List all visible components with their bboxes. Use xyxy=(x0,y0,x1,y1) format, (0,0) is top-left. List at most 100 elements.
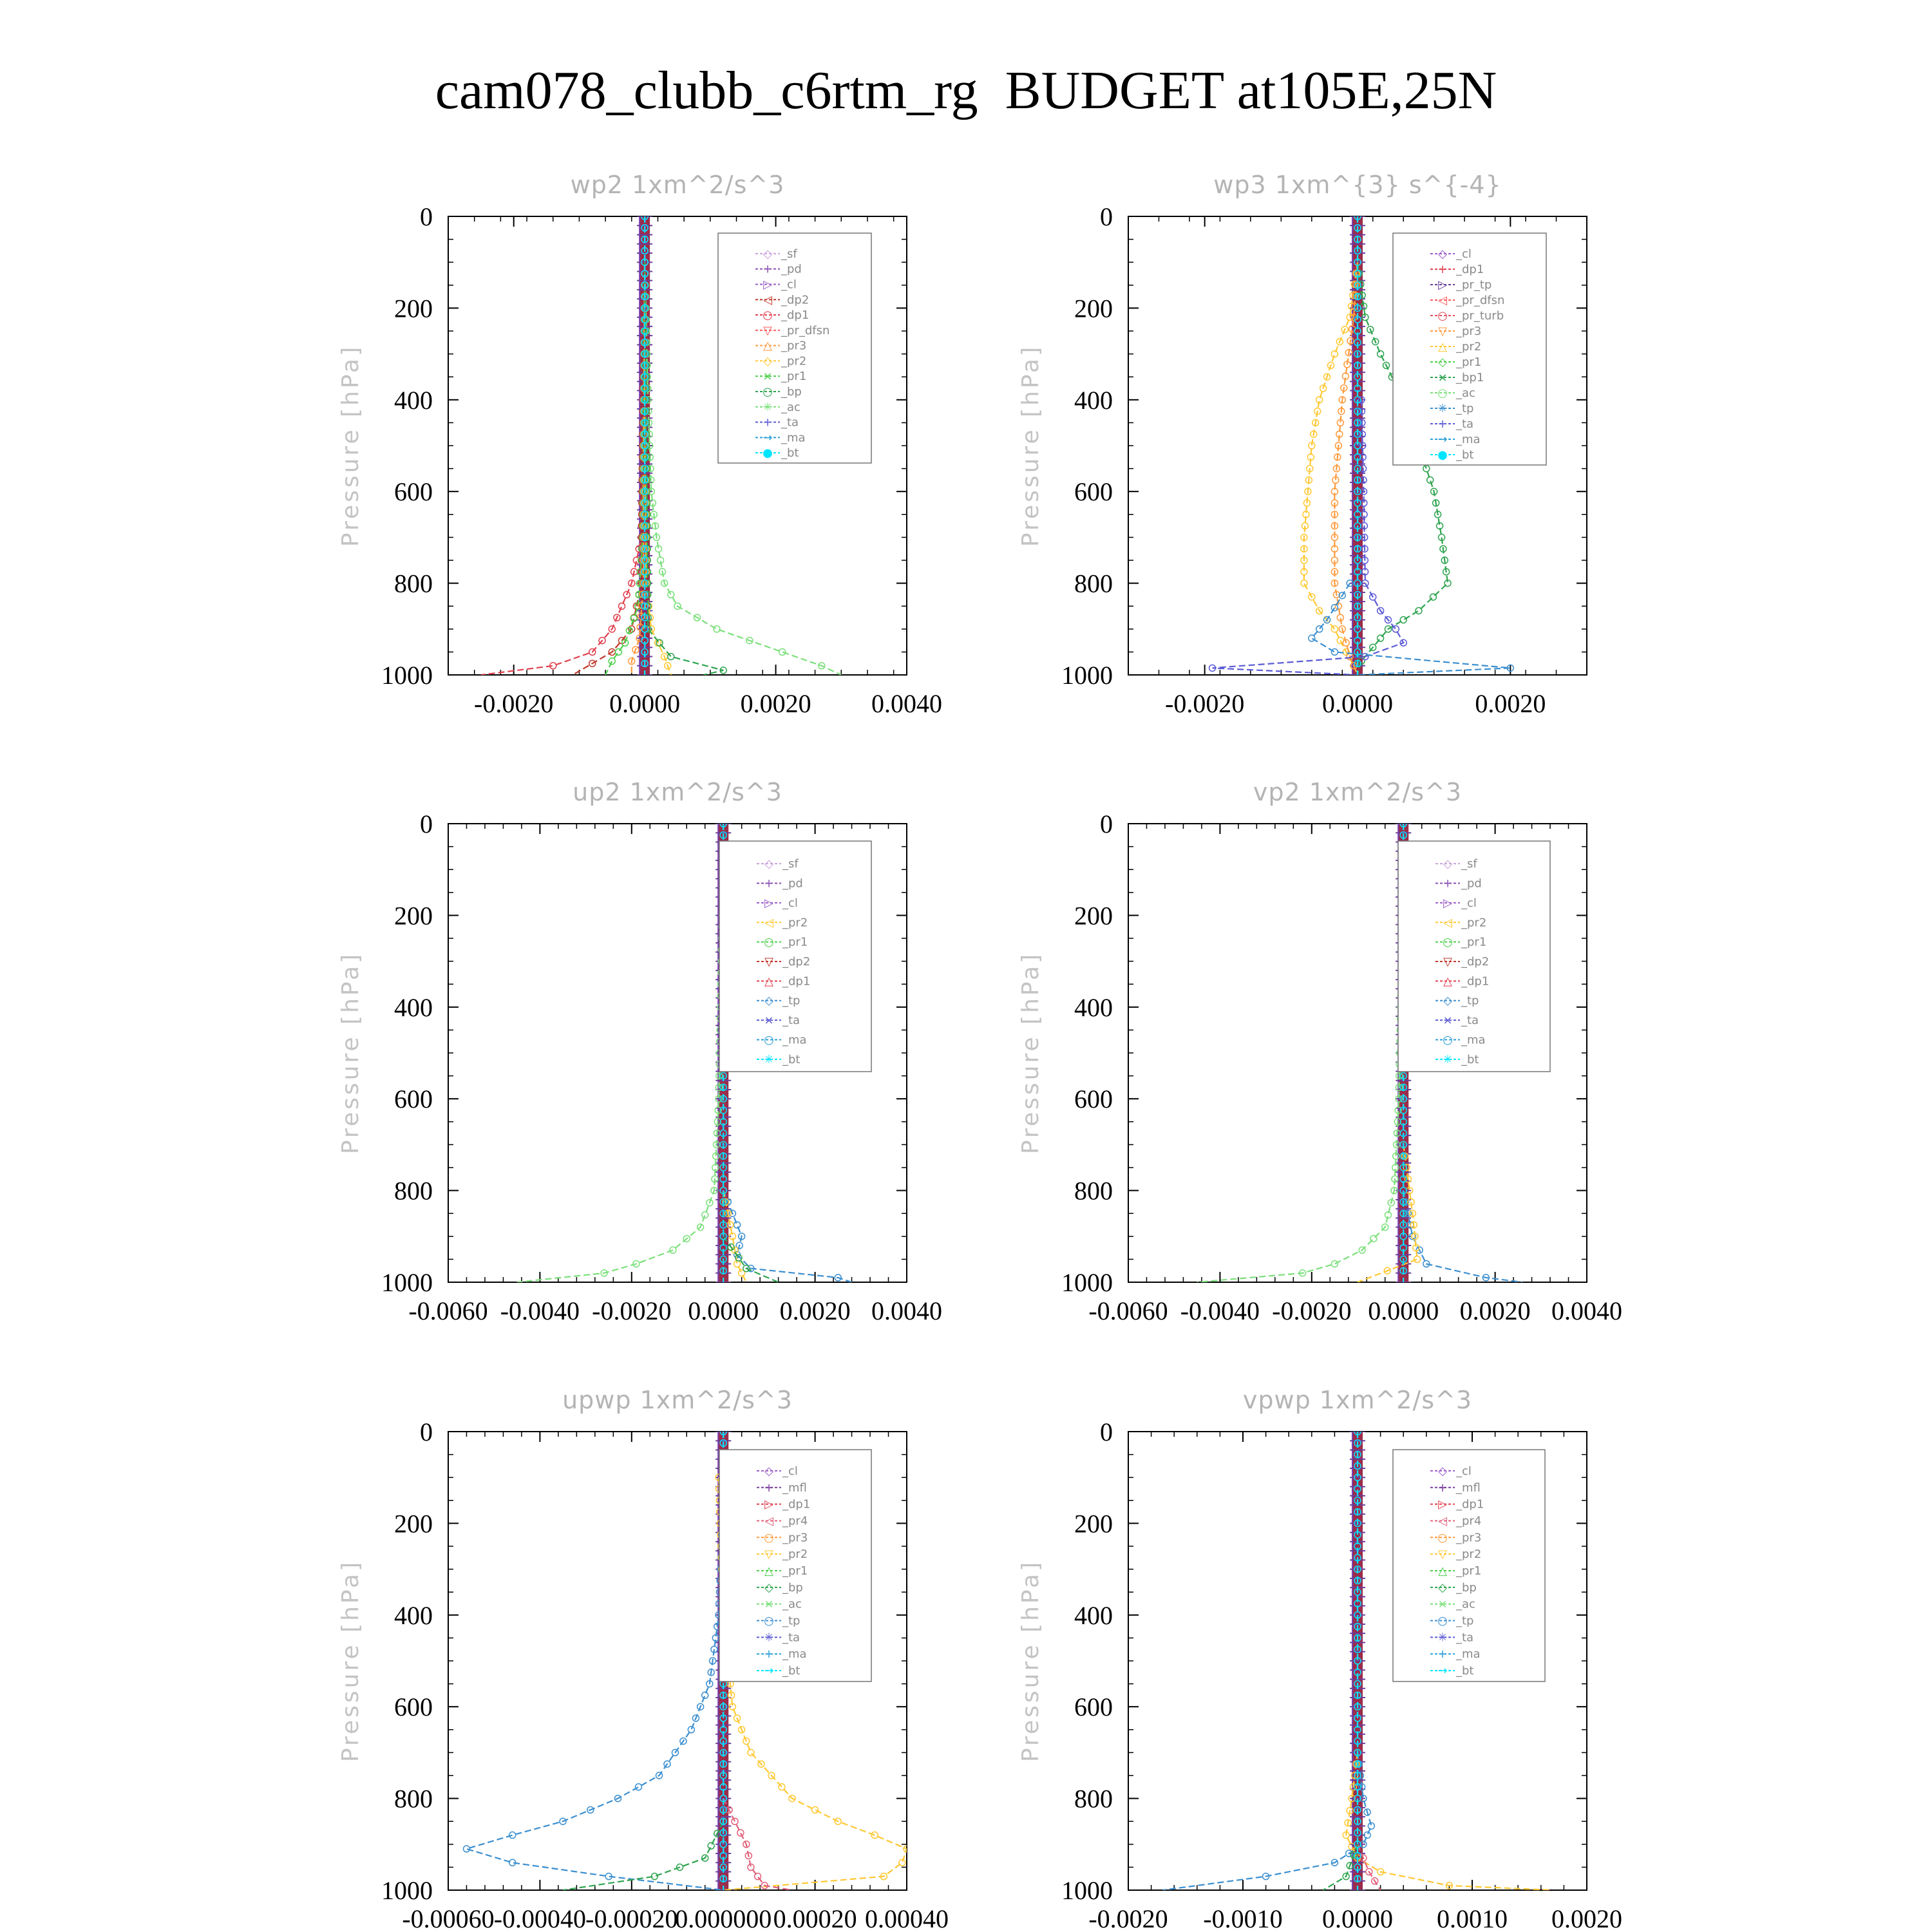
series-point-dp1 xyxy=(706,1198,714,1207)
legend-label-dp1: _dp1 xyxy=(1455,263,1484,276)
y-tick-label: 400 xyxy=(1074,993,1113,1022)
series-point-bt xyxy=(641,476,649,484)
series-point-bp1 xyxy=(1415,607,1423,615)
y-tick-label: 1000 xyxy=(1061,1876,1113,1905)
series-point-ta xyxy=(1358,419,1366,427)
legend-label-pd: _pd xyxy=(1461,877,1482,891)
legend-label-bt: _bt xyxy=(1461,1053,1479,1066)
legend-marker: △ xyxy=(763,339,772,353)
legend-label-ta: _ta xyxy=(1455,417,1473,431)
legend-marker: ○ xyxy=(762,308,773,322)
series-point-dp1 xyxy=(669,1246,677,1254)
legend-label-ta: _ta xyxy=(782,1014,800,1027)
series-point-bt xyxy=(719,1817,727,1825)
series-point-pr1 xyxy=(724,1209,732,1217)
y-axis-label: Pressure [hPa] xyxy=(337,952,364,1154)
series-point-pr1 xyxy=(737,1726,746,1734)
series-point-pr1 xyxy=(1308,442,1316,450)
series-point-tp xyxy=(605,1872,612,1880)
legend-marker: ✳ xyxy=(762,401,772,414)
series-point-dp1 xyxy=(632,556,641,564)
series-point-tp xyxy=(586,1806,594,1814)
legend-marker: ○ xyxy=(1443,936,1453,949)
legend: ◇ _cl + _mfl ▷ _dp1 ◁ _pr4 ○ _pr3 ▽ _pr2 △ _pr1 ◇ _bp × _… xyxy=(1392,1449,1546,1682)
series-point-ta xyxy=(1392,625,1400,633)
series-point-bp xyxy=(1342,1872,1350,1880)
series-point-bt xyxy=(1354,522,1361,530)
series-point-pr1 xyxy=(757,1760,765,1768)
series-point-tp xyxy=(1315,625,1323,633)
series-point-bt xyxy=(1354,476,1361,484)
series-point-ac xyxy=(660,579,668,587)
series-point-pr2 xyxy=(1343,361,1351,368)
series-point-bt xyxy=(1354,659,1361,667)
series-point-bt xyxy=(719,1737,727,1745)
series-point-dp1 xyxy=(618,602,626,610)
series-point-pr2 xyxy=(1338,625,1347,633)
series-point-dp1 xyxy=(1394,1118,1402,1126)
series-point-ta xyxy=(1361,545,1368,553)
series-point-pr1 xyxy=(1412,1244,1420,1252)
legend-marker: ✳ xyxy=(1443,1053,1452,1066)
series-point-bt xyxy=(1354,1462,1361,1470)
y-tick-label: 600 xyxy=(1074,477,1113,506)
series-point-bt xyxy=(641,270,649,278)
legend-label-pr3: _pr3 xyxy=(1455,325,1481,338)
legend-label-pr2: _pr2 xyxy=(1455,1548,1481,1561)
series-point-bt xyxy=(719,1772,727,1779)
legend-marker: ◇ xyxy=(1438,1581,1447,1595)
legend-marker: × xyxy=(1443,1014,1452,1027)
series-point-bp xyxy=(643,568,652,576)
series-point-bt xyxy=(1354,1600,1361,1607)
y-tick-label: 0 xyxy=(420,1417,433,1446)
series-point-ta xyxy=(1368,593,1377,601)
legend-marker: ▽ xyxy=(764,955,773,969)
series-point-bt xyxy=(719,1714,727,1722)
series-point-pr2 xyxy=(1331,511,1339,518)
y-tick-label: 200 xyxy=(1074,1509,1113,1538)
y-tick-label: 1000 xyxy=(1061,661,1113,690)
y-tick-label: 0 xyxy=(1100,810,1113,838)
series-point-bt xyxy=(1354,1531,1361,1539)
series-point-bt xyxy=(1354,1611,1361,1619)
series-point-bp xyxy=(643,476,650,484)
x-tick-label: 0.00040 xyxy=(865,1904,949,1932)
series-point-bt xyxy=(641,327,649,335)
series-point-bt xyxy=(1399,1095,1407,1103)
series-point-tp xyxy=(679,1737,687,1745)
legend-marker: ◁ xyxy=(1438,1514,1447,1528)
series-point-bt xyxy=(1354,1875,1361,1882)
y-tick-label: 800 xyxy=(1074,1785,1113,1814)
series-point-pr1 xyxy=(630,614,638,622)
series-point-bt xyxy=(1354,533,1361,542)
series-point-tp xyxy=(1359,1841,1367,1848)
series-point-pr3 xyxy=(632,646,639,654)
series-point-bt xyxy=(1354,464,1361,473)
series-point-bp xyxy=(1350,1851,1358,1859)
series-point-bt xyxy=(1399,1221,1407,1229)
series-point-bt xyxy=(1399,1164,1407,1171)
y-tick-label: 0 xyxy=(420,202,433,231)
legend-marker: ◇ xyxy=(764,994,773,1008)
series-point-pr2 xyxy=(1331,579,1339,587)
series-point-bt xyxy=(1354,224,1361,232)
series-point-bp xyxy=(643,579,652,587)
series-point-bt xyxy=(1354,442,1361,450)
series-point-bt xyxy=(719,1748,727,1757)
series-point-bt xyxy=(1399,1083,1407,1092)
legend-marker: + xyxy=(1437,1481,1447,1495)
series-point-bt xyxy=(1354,1669,1361,1676)
series-point-bt xyxy=(1354,1760,1361,1768)
series-point-bt xyxy=(1354,384,1361,392)
series-point-bt xyxy=(719,1726,727,1734)
legend-marker: ● xyxy=(762,446,773,460)
legend-label-pr1: _pr1 xyxy=(1461,936,1486,949)
chart-panel-5: vpwp 1xm^2/s^3 Pressure [hPa] 0 200 400 600 80… xyxy=(1018,1386,1622,1932)
series-point-bt xyxy=(1399,1152,1407,1160)
series-point-pr2 xyxy=(1347,337,1354,345)
series-line-bp xyxy=(644,262,724,675)
series-point-bt xyxy=(1354,1783,1361,1791)
series-point-bt xyxy=(1354,1439,1361,1447)
y-tick-label: 800 xyxy=(394,569,433,598)
